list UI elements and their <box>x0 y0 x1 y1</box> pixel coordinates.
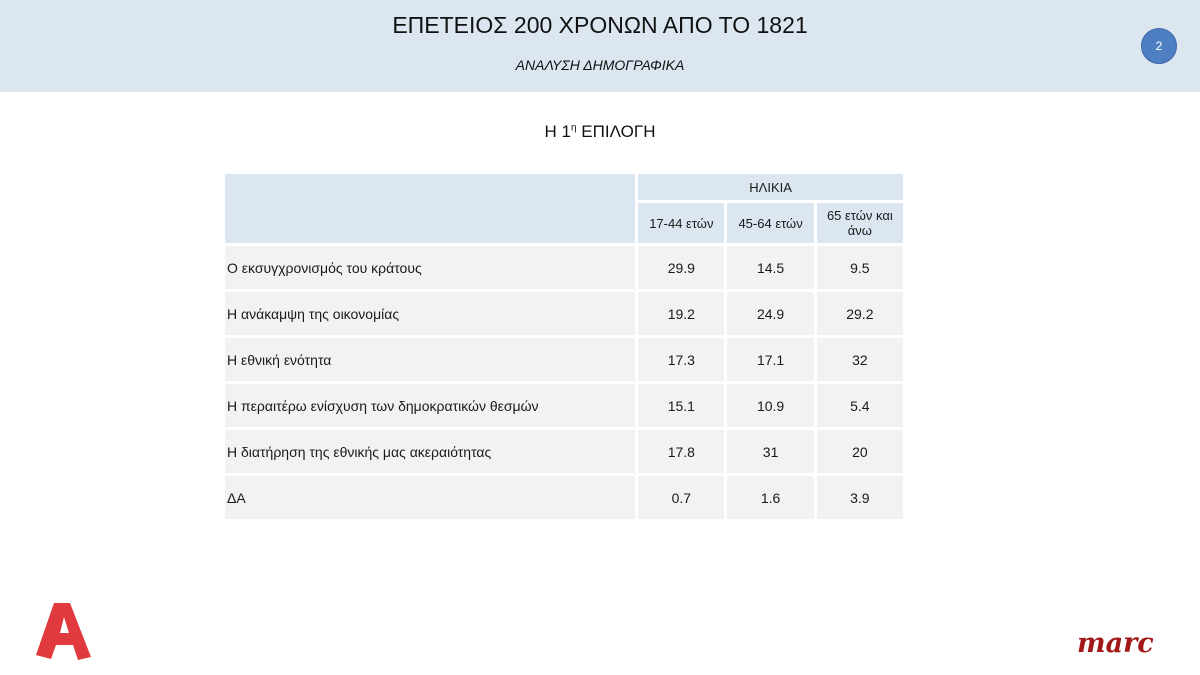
table-row: Ο εκσυγχρονισμός του κράτους 29.9 14.5 9… <box>225 246 903 289</box>
table-cell: 20 <box>816 430 903 473</box>
table-cell: 1.6 <box>727 476 814 519</box>
section-title-rest: ΕΠΙΛΟΓΗ <box>576 122 656 141</box>
table-cell: 17.3 <box>638 338 725 381</box>
table-header-blank <box>225 174 636 243</box>
table-cell: 24.9 <box>727 292 814 335</box>
table-cell: 29.9 <box>638 246 725 289</box>
table-row: Η εθνική ενότητα 17.3 17.1 32 <box>225 338 903 381</box>
table-cell: 3.9 <box>816 476 903 519</box>
row-label: Ο εκσυγχρονισμός του κράτους <box>225 246 636 289</box>
table-cell: 15.1 <box>638 384 725 427</box>
alpha-logo-icon <box>36 603 91 660</box>
table-row: Η διατήρηση της εθνικής μας ακεραιότητας… <box>225 430 903 473</box>
table-header-row-columns: 17-44 ετών 45-64 ετών 65 ετών και άνω <box>225 203 903 243</box>
row-label: Η περαιτέρω ενίσχυση των δημοκρατικών θε… <box>225 384 636 427</box>
column-header: 45-64 ετών <box>727 203 814 243</box>
table-row: Η ανάκαμψη της οικονομίας 19.2 24.9 29.2 <box>225 292 903 335</box>
table-row: ΔΑ 0.7 1.6 3.9 <box>225 476 903 519</box>
row-label: Η ανάκαμψη της οικονομίας <box>225 292 636 335</box>
table-cell: 5.4 <box>816 384 903 427</box>
table-row: Η περαιτέρω ενίσχυση των δημοκρατικών θε… <box>225 384 903 427</box>
table-cell: 17.1 <box>727 338 814 381</box>
marc-logo: marc <box>1077 628 1154 659</box>
header-band <box>0 0 1200 92</box>
results-table: ΗΛΙΚΙΑ 17-44 ετών 45-64 ετών 65 ετών και… <box>222 171 906 522</box>
table-header-row-group: ΗΛΙΚΙΑ <box>225 174 903 243</box>
page-title: ΕΠΕΤΕΙΟΣ 200 ΧΡΟΝΩΝ ΑΠΟ ΤΟ 1821 <box>392 12 808 38</box>
section-title: Η 1η ΕΠΙΛΟΓΗ <box>0 122 1200 142</box>
table-cell: 29.2 <box>816 292 903 335</box>
row-label: Η εθνική ενότητα <box>225 338 636 381</box>
row-label: Η διατήρηση της εθνικής μας ακεραιότητας <box>225 430 636 473</box>
table-cell: 17.8 <box>638 430 725 473</box>
table-cell: 10.9 <box>727 384 814 427</box>
page-number-badge: 2 <box>1141 28 1177 64</box>
page-subtitle: ΑΝΑΛΥΣΗ ΔΗΜΟΓΡΑΦΙΚΑ <box>515 57 685 73</box>
column-header: 17-44 ετών <box>638 203 725 243</box>
table-cell: 31 <box>727 430 814 473</box>
section-title-main: Η 1 <box>544 122 571 141</box>
row-label: ΔΑ <box>225 476 636 519</box>
table-cell: 14.5 <box>727 246 814 289</box>
column-header: 65 ετών και άνω <box>816 203 903 243</box>
section-title-superscript: η <box>570 122 577 134</box>
table-cell: 9.5 <box>816 246 903 289</box>
table-cell: 19.2 <box>638 292 725 335</box>
table-cell: 0.7 <box>638 476 725 519</box>
age-group-header: ΗΛΙΚΙΑ <box>638 174 903 200</box>
table-cell: 32 <box>816 338 903 381</box>
